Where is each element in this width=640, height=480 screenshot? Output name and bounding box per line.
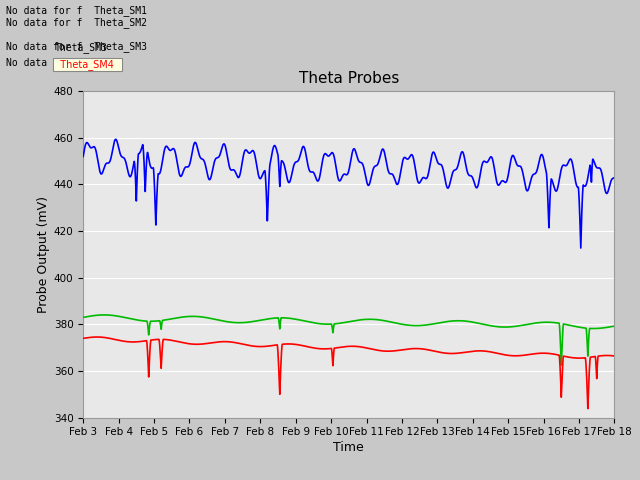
- Text: No data for f  Theta_SM1
No data for f  Theta_SM2: No data for f Theta_SM1 No data for f Th…: [6, 5, 147, 28]
- X-axis label: Time: Time: [333, 442, 364, 455]
- Text: No data for f  Theta_SM3: No data for f Theta_SM3: [6, 41, 147, 52]
- Text: Theta_SM3: Theta_SM3: [54, 42, 108, 53]
- Text: No data for f: No data for f: [6, 58, 95, 68]
- Text: Theta_SM4: Theta_SM4: [54, 59, 120, 70]
- Title: Theta Probes: Theta Probes: [299, 71, 399, 86]
- Y-axis label: Probe Output (mV): Probe Output (mV): [36, 196, 49, 313]
